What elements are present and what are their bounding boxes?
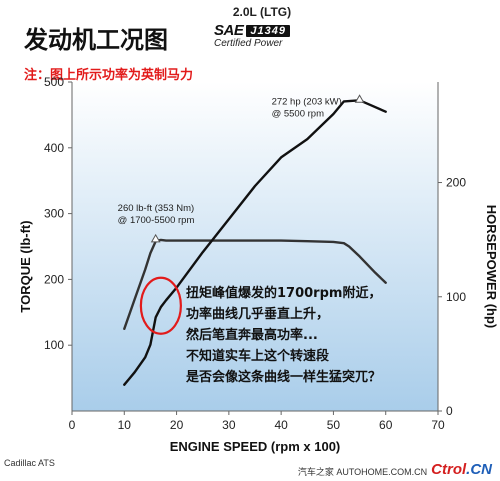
callout-line: 扭矩峰值爆发的1700rpm附近， xyxy=(186,286,382,301)
peak-power-marker xyxy=(354,94,365,103)
x-tick-label: 60 xyxy=(379,418,393,432)
curves xyxy=(123,94,387,386)
watermark-logo: Ctrol.CN xyxy=(431,461,492,478)
watermark-text: 汽车之家 AUTOHOME.COM.CN xyxy=(297,467,428,477)
watermark-logo-a: Ctrol xyxy=(431,461,467,478)
model-label: Cadillac ATS xyxy=(4,458,55,468)
peak-torque-marker xyxy=(150,233,161,243)
peak-power-label-line: @ 5500 rpm xyxy=(272,108,325,119)
sae-code: J1349 xyxy=(246,24,290,37)
callout-line: 功率曲线几乎垂直上升， xyxy=(186,307,330,322)
engine-spec: 2.0L (LTG) xyxy=(232,5,292,19)
sae-caption: Certified Power xyxy=(214,38,283,49)
sae-mark: SAE xyxy=(214,22,244,39)
y-tick-label: 500 xyxy=(44,75,64,89)
callout-line: 然后笔直奔最高功率... xyxy=(186,328,318,343)
x-tick-label: 20 xyxy=(170,418,184,432)
y2-tick-label: 100 xyxy=(446,290,466,304)
x-tick-label: 50 xyxy=(327,418,341,432)
watermark: 汽车之家 AUTOHOME.COM.CN Ctrol.CN xyxy=(298,461,492,478)
plot-background xyxy=(72,82,438,411)
x-tick-label: 70 xyxy=(431,418,445,432)
chart-labels: 260 lb-ft (353 Nm) @ 1700-5500 rpm 272 hp … xyxy=(118,96,342,226)
y-axis-label: TORQUE (lb-ft) xyxy=(18,220,33,312)
y2-tick-label: 200 xyxy=(446,176,466,190)
highlight-ellipse xyxy=(139,276,182,335)
x-tick-label: 10 xyxy=(118,418,132,432)
y2-tick-label: 0 xyxy=(446,404,453,418)
watermark-logo-b: .CN xyxy=(466,461,492,478)
power-curve xyxy=(123,99,387,386)
x-axis-label: ENGINE SPEED (rpm x 100) xyxy=(170,439,341,454)
callout-annotation: 扭矩峰值爆发的1700rpm附近， 功率曲线几乎垂直上升， 然后笔直奔最高功率.… xyxy=(186,283,448,388)
page-title: 发动机工况图 xyxy=(24,26,168,54)
y-tick-label: 100 xyxy=(44,338,64,352)
torque-curve xyxy=(123,238,387,330)
callout-line: 是否会像这条曲线一样生猛突兀？ xyxy=(186,370,382,385)
callout-line: 不知道实车上这个转速段 xyxy=(186,349,330,364)
y-tick-label: 400 xyxy=(44,141,64,155)
x-tick-label: 30 xyxy=(222,418,236,432)
y2-axis-label: HORSEPOWER (hp) xyxy=(484,205,499,329)
x-tick-label: 0 xyxy=(69,418,76,432)
axes: 0 10 20 30 40 50 60 70 100 200 300 400 500 0 100 200 ENG… xyxy=(18,75,499,454)
x-tick-label: 40 xyxy=(274,418,288,432)
y-tick-label: 300 xyxy=(44,207,64,221)
peak-power-label-line: 272 hp (203 kW) xyxy=(272,96,342,107)
peak-power-label: 272 hp (203 kW) @ 5500 rpm xyxy=(272,96,342,119)
peak-torque-label: 260 lb-ft (353 Nm) @ 1700-5500 rpm xyxy=(118,203,195,226)
unit-note: 注：图上所示功率为英制马力 xyxy=(24,68,194,83)
peak-torque-label-line: 260 lb-ft (353 Nm) xyxy=(118,203,195,214)
y-tick-label: 200 xyxy=(44,272,64,286)
peak-torque-label-line: @ 1700-5500 rpm xyxy=(118,215,195,226)
sae-certification-logo: SAE J1349 Certified Power xyxy=(214,22,310,49)
